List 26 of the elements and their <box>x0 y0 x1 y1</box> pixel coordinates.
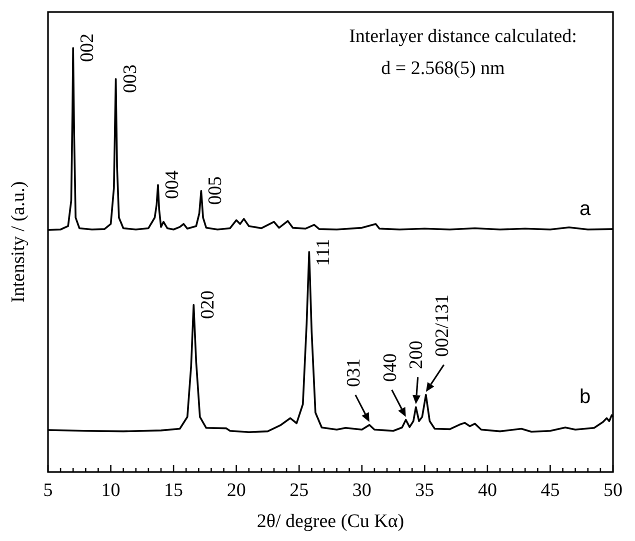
annotation: 005 <box>205 176 226 205</box>
x-tick-label: 40 <box>478 480 497 501</box>
x-tick-label: 20 <box>226 480 246 501</box>
annotation: 200 <box>406 340 427 370</box>
x-tick-label: 30 <box>352 480 372 501</box>
y-axis-title: Intensity / (a.u.) <box>8 181 29 303</box>
x-tick-label: 15 <box>164 480 184 501</box>
annotation: 002/131 <box>432 294 453 357</box>
x-tick-label: 5 <box>43 480 53 501</box>
annotation: 004 <box>162 170 183 199</box>
x-tick-label: 25 <box>290 480 309 501</box>
series-label: a <box>579 198 592 220</box>
annotation: 002 <box>77 34 98 62</box>
series-label: b <box>579 386 591 408</box>
x-tick-label: 35 <box>415 480 434 501</box>
annotation: 040 <box>380 353 401 382</box>
x-tick-label: 45 <box>540 480 560 501</box>
text: Interlayer distance calculated: <box>349 26 577 47</box>
annotation: 020 <box>198 290 219 319</box>
annotation: d = 2.568(5) nm <box>381 58 506 79</box>
x-axis-title: 2θ/ degree (Cu Kα) <box>256 511 404 532</box>
annotation: 111 <box>313 238 334 266</box>
x-tick-label: 50 <box>604 480 622 501</box>
annotation: 003 <box>120 64 141 93</box>
annotation: 031 <box>343 358 364 387</box>
x-tick-label: 10 <box>101 480 120 501</box>
